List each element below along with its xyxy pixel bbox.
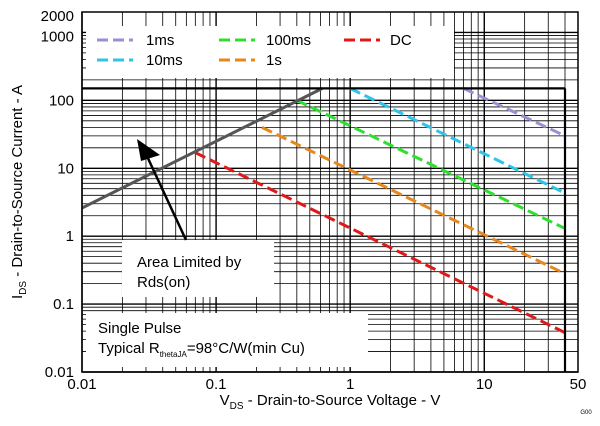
x-axis-title-sub: DS xyxy=(230,401,244,412)
pulse-line2-sub: thetaJA xyxy=(160,350,188,359)
legend-label-dc: DC xyxy=(390,32,412,49)
series-line-10ms xyxy=(349,87,566,195)
legend-label-10ms: 10ms xyxy=(146,52,183,69)
plot-frame xyxy=(81,11,579,373)
rds-arrow-head xyxy=(137,139,160,161)
legend-label-100ms: 100ms xyxy=(266,32,311,49)
series-line-dc xyxy=(194,151,566,334)
rds-annotation-line-2: Rds(on) xyxy=(137,274,190,291)
y-tick-label: 0.1 xyxy=(53,296,74,313)
series-line-100ms xyxy=(296,99,566,230)
series-line-1s xyxy=(261,126,566,276)
y-tick-label: 100 xyxy=(49,92,74,109)
y-axis-title: IDS - Drain-to-Source Current - A xyxy=(9,85,29,299)
x-axis-title-rest: - Drain-to-Source Voltage - V xyxy=(244,392,441,409)
limit-line-rds-on xyxy=(81,87,324,210)
pulse-line2-post: =98°C/W(min Cu) xyxy=(187,340,305,357)
limit-lines-layer xyxy=(81,87,567,372)
y-tick-label: 0.01 xyxy=(45,364,74,381)
rds-annotation: Area Limited by Rds(on) xyxy=(122,139,274,297)
x-tick-labels: 0.01 0.1 1 10 50 xyxy=(67,376,586,393)
legend-box xyxy=(86,26,454,78)
y-axis-title-sub: DS xyxy=(18,281,29,295)
rds-annotation-line-1: Area Limited by xyxy=(137,254,242,271)
pulse-line2-pre: Typical R xyxy=(98,340,160,357)
series-line-1ms xyxy=(462,87,566,138)
x-tick-label: 0.01 xyxy=(67,376,96,393)
y-tick-labels: 0.01 0.1 1 10 100 1000 2000 xyxy=(41,8,74,381)
y-tick-label: 1 xyxy=(66,228,74,245)
legend-label-1s: 1s xyxy=(266,52,282,69)
pulse-annotation-box xyxy=(86,313,368,367)
y-axis-title-main: I xyxy=(9,295,26,299)
y-tick-label: 2000 xyxy=(41,8,74,25)
pulse-annotation: Single Pulse Typical RthetaJA=98°C/W(min… xyxy=(86,313,368,367)
x-tick-label: 1 xyxy=(346,376,354,393)
chart-series-layer xyxy=(194,87,566,334)
corner-mark: G00 xyxy=(580,410,592,416)
y-axis-title-rest: - Drain-to-Source Current - A xyxy=(9,85,26,281)
y-tick-label: 1000 xyxy=(41,28,74,45)
x-tick-label: 0.1 xyxy=(206,376,227,393)
x-tick-label: 10 xyxy=(476,376,493,393)
rds-arrow-shaft xyxy=(144,153,188,241)
legend-label-1ms: 1ms xyxy=(146,32,174,49)
pulse-annotation-line-1: Single Pulse xyxy=(98,320,181,337)
x-axis-title: VDS - Drain-to-Source Voltage - V xyxy=(220,392,441,412)
y-tick-label: 10 xyxy=(57,160,74,177)
x-tick-label: 50 xyxy=(570,376,587,393)
pulse-annotation-line-2: Typical RthetaJA=98°C/W(min Cu) xyxy=(98,340,305,359)
rds-annotation-box xyxy=(122,240,274,297)
legend: 1ms 100ms DC 10ms 1s xyxy=(86,26,454,78)
x-axis-title-main: V xyxy=(220,392,230,409)
